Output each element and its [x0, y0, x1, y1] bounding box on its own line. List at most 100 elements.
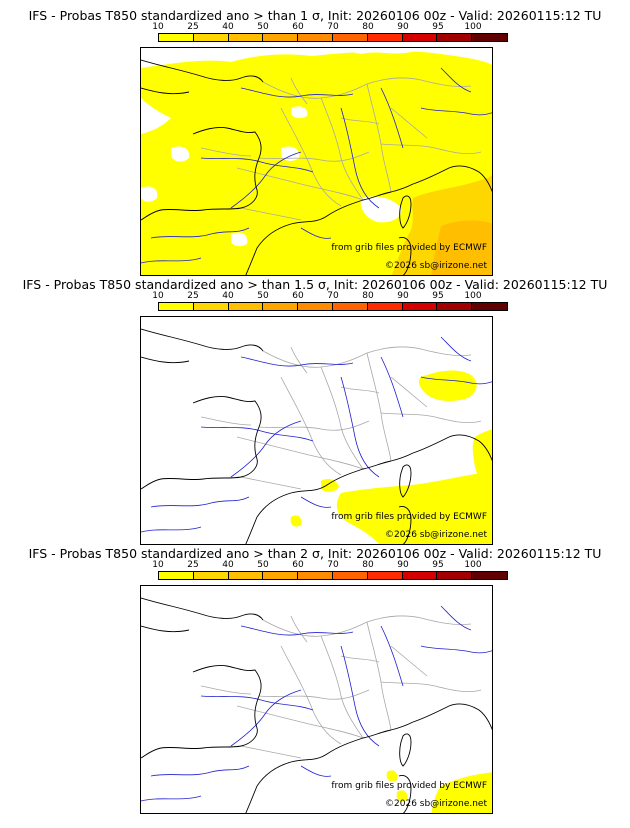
coastline: [256, 183, 414, 249]
river-line: [380, 356, 404, 418]
colorbar-segment: [367, 572, 403, 579]
admin-border-line: [380, 681, 482, 693]
colorbar-tick-label: 10: [152, 22, 164, 32]
admin-border-line: [390, 376, 428, 408]
colorbar-segment: [228, 572, 264, 579]
probability-shading: [386, 770, 492, 813]
admin-border-line: [390, 645, 428, 677]
probability-map: from grib files provided by ECMWF ©2026 …: [140, 316, 493, 545]
probability-area: [231, 232, 248, 247]
coastline: [141, 87, 190, 95]
coastline: [412, 165, 492, 193]
admin-border-line: [390, 107, 428, 139]
admin-borders: [200, 615, 482, 759]
rivers: [141, 67, 492, 264]
probability-area: [336, 468, 492, 544]
river-line: [200, 157, 314, 173]
colorbar: [158, 571, 508, 580]
coastline: [398, 775, 412, 813]
river-line: [380, 87, 404, 149]
colorbar-tick-label: 50: [257, 22, 269, 32]
colorbar-segment: [228, 34, 264, 41]
colorbar-segment: [402, 303, 438, 310]
probability-area: [290, 515, 302, 527]
colorbar-segment: [159, 303, 194, 310]
source-credit: from grib files provided by ECMWF: [331, 243, 487, 253]
coastline: [256, 452, 414, 518]
colorbar-segment: [193, 303, 229, 310]
river-line: [300, 227, 332, 239]
colorbar-segment: [193, 34, 229, 41]
colorbar-segment: [437, 572, 473, 579]
river-line: [200, 695, 314, 711]
river-line: [420, 107, 492, 116]
colorbar-labels: 10 25 40 50 60 70 80 90 95 100: [140, 291, 520, 301]
admin-border-line: [340, 655, 380, 663]
colorbar-tick-label: 70: [327, 291, 339, 301]
colorbar-segment: [193, 572, 229, 579]
rivers: [141, 336, 492, 533]
admin-border-line: [200, 685, 252, 695]
probability-shading: [290, 370, 492, 544]
source-credit: from grib files provided by ECMWF: [331, 781, 487, 791]
probability-map: from grib files provided by ECMWF ©2026 …: [140, 47, 493, 276]
admin-border-line: [280, 107, 342, 207]
river-line: [141, 795, 202, 802]
probability-area: [291, 106, 308, 119]
probability-area: [141, 186, 158, 202]
probability-shading: [141, 48, 492, 275]
colorbar: [158, 302, 508, 311]
colorbar-tick-label: 90: [397, 291, 409, 301]
river-line: [150, 496, 250, 508]
colorbar-tick-label: 90: [397, 560, 409, 570]
admin-border-line: [280, 376, 342, 476]
admin-border-line: [380, 143, 482, 155]
coastline: [412, 703, 492, 731]
river-line: [141, 526, 202, 533]
river-line: [420, 376, 492, 385]
admin-border-line: [366, 615, 472, 625]
admin-border-line: [262, 619, 368, 637]
admin-border-line: [340, 117, 380, 125]
admin-border-line: [340, 386, 380, 394]
map-svg: [141, 328, 492, 544]
panel-title: IFS - Probas T850 standardized ano > tha…: [28, 8, 602, 23]
copyright-text: ©2026 sb@irizone.net: [385, 261, 487, 271]
colorbar: [158, 33, 508, 42]
colorbar-tick-label: 40: [222, 22, 234, 32]
map-svg: [141, 48, 492, 275]
colorbar-tick-label: 80: [362, 560, 374, 570]
probability-area: [141, 48, 492, 60]
admin-border-line: [366, 77, 472, 87]
colorbar-tick-label: 80: [362, 291, 374, 301]
river-line: [440, 67, 472, 93]
admin-border-line: [320, 97, 364, 201]
source-credit: from grib files provided by ECMWF: [331, 512, 487, 522]
colorbar-tick-label: 60: [292, 560, 304, 570]
colorbar-segment: [159, 34, 194, 41]
river-line: [240, 625, 354, 636]
colorbar-segment: [159, 572, 194, 579]
admin-border-line: [320, 635, 364, 739]
coastline: [245, 247, 258, 275]
colorbar-segment: [332, 303, 368, 310]
coastline: [141, 597, 264, 621]
colorbar-segment: [298, 572, 333, 579]
coastline: [398, 506, 412, 544]
colorbar-segment: [437, 34, 473, 41]
map-panel-1: IFS - Probas T850 standardized ano > tha…: [0, 8, 630, 278]
colorbar-segment: [402, 34, 438, 41]
coastline: [399, 464, 412, 498]
river-line: [440, 605, 472, 631]
coastline: [141, 328, 264, 352]
coastline: [141, 356, 190, 364]
admin-border-line: [240, 745, 302, 759]
colorbar-tick-label: 95: [432, 291, 444, 301]
colorbar-segment: [332, 572, 368, 579]
river-line: [380, 625, 404, 687]
probability-area: [386, 770, 398, 782]
admin-borders: [200, 77, 482, 221]
river-line: [200, 426, 314, 442]
coastlines: [141, 597, 492, 813]
colorbar-segment: [263, 572, 299, 579]
